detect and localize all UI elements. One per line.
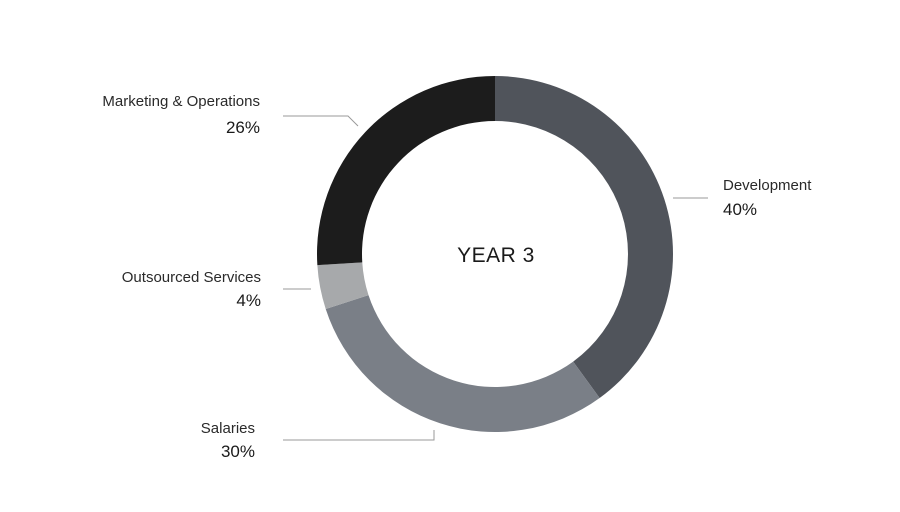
- slice-outsourced-services: [317, 262, 369, 310]
- slice-development: [495, 76, 674, 399]
- slice-salaries: [325, 295, 600, 433]
- slice-labels: Development 40% Salaries 30% Outsourced Serv…: [102, 93, 812, 461]
- chart-title: YEAR 3: [457, 244, 535, 267]
- slice-label-salaries: Salaries: [201, 420, 255, 437]
- slice-label-outsourced-services: Outsourced Services: [122, 269, 261, 286]
- leader-lines: [283, 115, 708, 441]
- slice-value-outsourced-services: 4%: [236, 291, 261, 310]
- slice-value-salaries: 30%: [221, 442, 255, 461]
- leader-line-marketing-and-operations: [283, 115, 359, 127]
- slice-value-marketing-and-operations: 26%: [226, 118, 260, 137]
- donut-slices: [317, 76, 674, 433]
- slice-value-development: 40%: [723, 200, 757, 219]
- slice-marketing-and-operations: [317, 76, 495, 266]
- slice-label-development: Development: [723, 177, 812, 194]
- slice-label-marketing-and-operations: Marketing & Operations: [102, 93, 260, 110]
- leader-line-salaries: [283, 430, 435, 441]
